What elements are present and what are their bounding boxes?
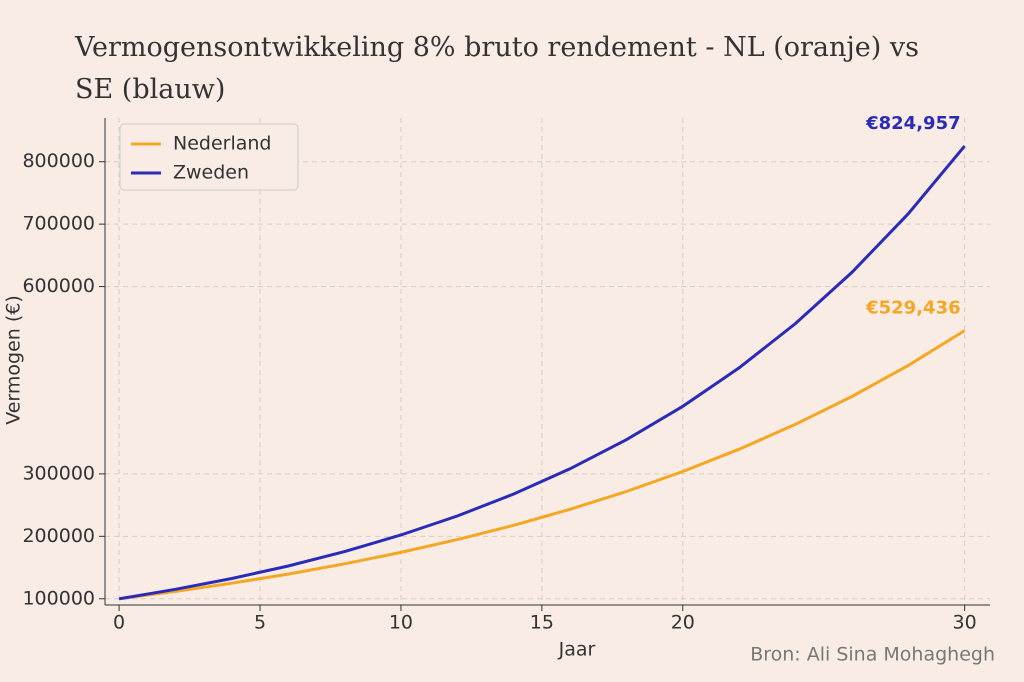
y-tick-label: 200000	[22, 525, 95, 547]
x-tick-label: 0	[113, 612, 125, 634]
source: Bron: Ali Sina Mohaghegh	[750, 644, 995, 666]
y-tick-label: 300000	[22, 462, 95, 484]
line	[118, 145, 966, 601]
legend-label: Nederland	[173, 133, 272, 155]
title-line: SE (blauw)	[75, 74, 225, 105]
x-tick-label: 30	[953, 612, 977, 634]
y-tick-label: 800000	[22, 150, 95, 172]
line	[118, 329, 966, 601]
y-tick-label: 100000	[22, 587, 95, 609]
legend-label: Zweden	[173, 162, 249, 184]
title-line: Vermogensontwikkeling 8% bruto rendement…	[74, 32, 919, 63]
chart-title: Vermogensontwikkeling 8% bruto rendement…	[74, 32, 919, 105]
legend-box	[119, 123, 299, 191]
x-axis-label: Jaar	[558, 639, 596, 661]
x-tick-label: 20	[671, 612, 695, 634]
x-tick-label: 15	[530, 612, 554, 634]
y-axis-label: Vermogen (€)	[3, 295, 25, 425]
y-tick-label: 600000	[22, 275, 95, 297]
value-label: €529,436	[865, 298, 961, 319]
value-label: €824,957	[865, 113, 961, 134]
x-tick-label: 5	[254, 612, 266, 634]
x-tick-label: 10	[389, 612, 413, 634]
y-tick-label: 700000	[22, 213, 95, 235]
